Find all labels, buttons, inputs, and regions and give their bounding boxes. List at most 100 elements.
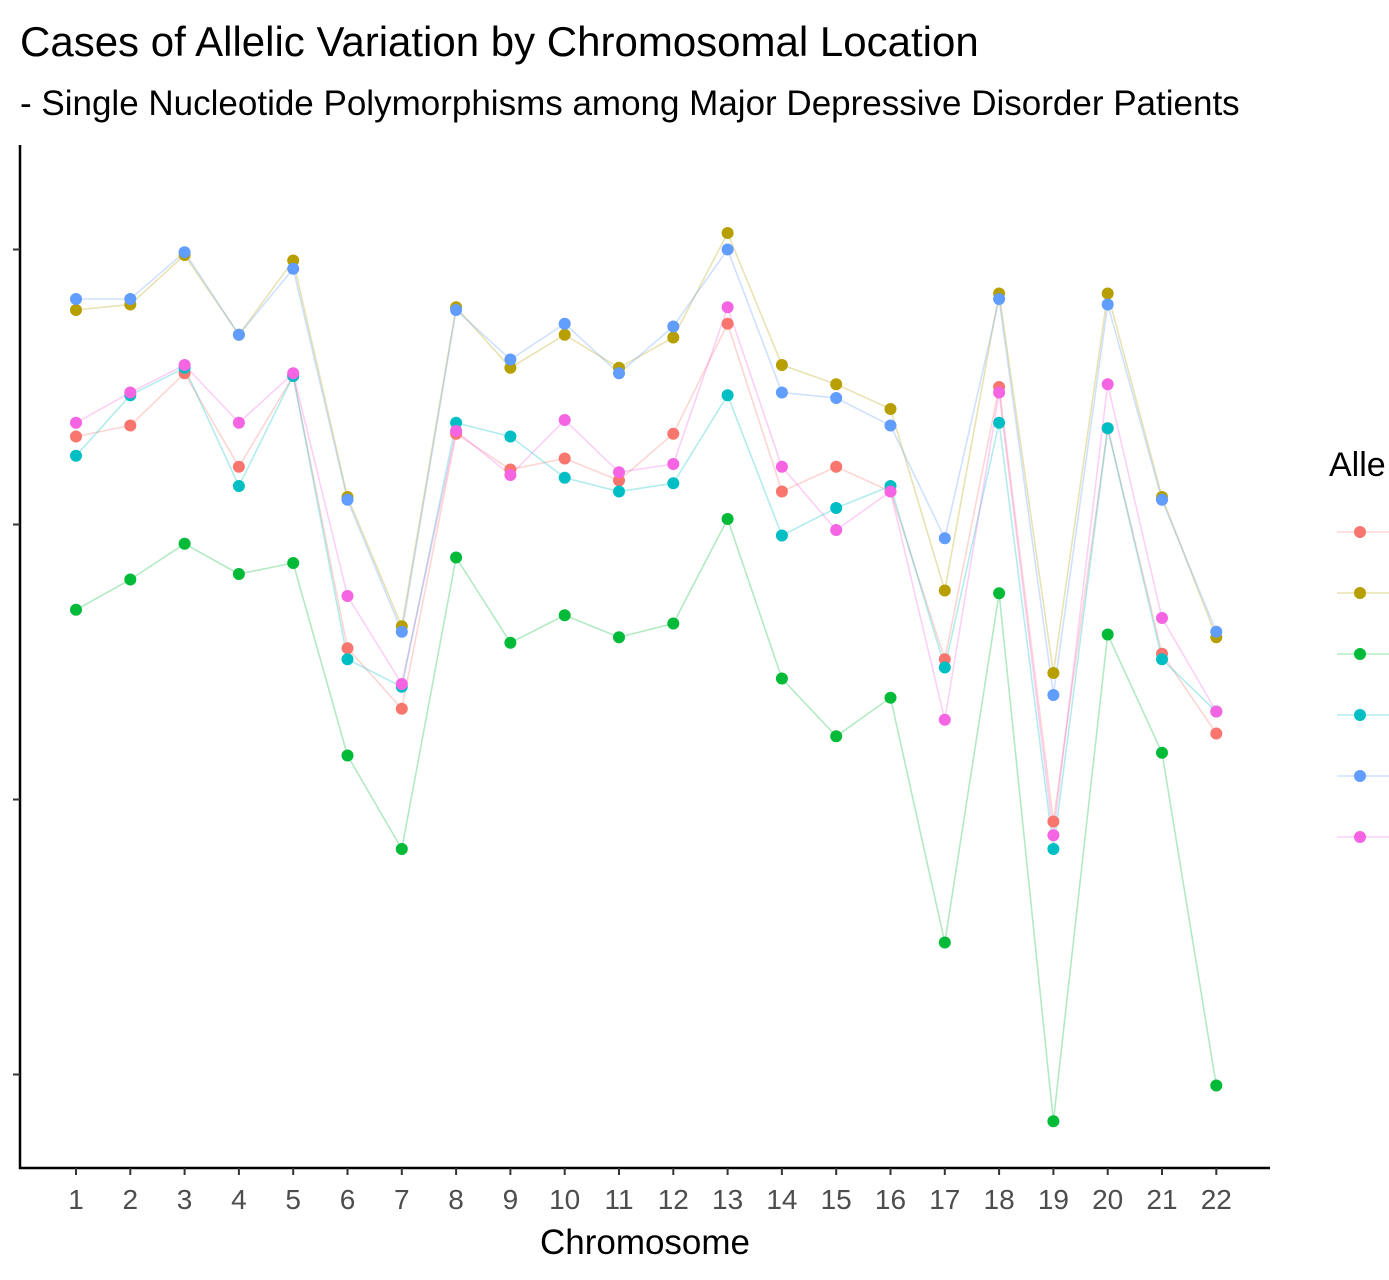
series-line-5 [76, 247, 1218, 696]
legend [1337, 526, 1389, 843]
data-point [667, 458, 680, 470]
axes: 1 2 3 4 5 6 7 8 9 10 11 12 13 14 15 16 17 18 19 20 21 22 [13, 145, 1270, 1215]
data-point [938, 532, 951, 545]
data-point [993, 293, 1006, 305]
data-point [1101, 628, 1114, 641]
data-point [830, 460, 843, 473]
x-tick-label: 10 [549, 1184, 580, 1215]
data-point [1047, 1115, 1060, 1128]
x-tick-label: 22 [1201, 1184, 1232, 1215]
data-point [667, 427, 680, 440]
data-point [558, 609, 571, 622]
data-point [450, 425, 463, 437]
data-point [341, 749, 354, 762]
data-point [830, 524, 843, 536]
x-tick-label: 5 [285, 1184, 301, 1215]
data-point [395, 843, 408, 855]
data-point [1047, 843, 1060, 855]
series-lines [75, 231, 1218, 1122]
legend-key-point [1354, 648, 1366, 660]
data-point [993, 386, 1006, 399]
data-point [775, 529, 788, 542]
x-tick-label: 16 [875, 1184, 906, 1215]
data-point [613, 474, 625, 487]
data-point [1210, 727, 1223, 740]
x-tick-label: 18 [984, 1184, 1015, 1215]
data-point [178, 359, 191, 371]
data-point [178, 537, 191, 550]
x-tick-label: 2 [123, 1184, 139, 1215]
data-point [613, 367, 625, 380]
data-point [450, 416, 463, 429]
legend-key-point [1354, 831, 1366, 843]
x-tick-label: 4 [231, 1184, 247, 1215]
data-point [70, 416, 82, 429]
series-line-6 [75, 304, 1217, 836]
x-tick-label: 12 [658, 1184, 689, 1215]
data-point [938, 584, 951, 597]
data-point [938, 661, 951, 674]
data-point [1156, 612, 1168, 624]
data-point [938, 936, 951, 949]
data-point [232, 328, 245, 341]
data-point [993, 416, 1006, 429]
series-line-3 [75, 516, 1218, 1122]
data-point [1101, 298, 1114, 311]
data-point [1101, 287, 1114, 300]
data-point [341, 590, 354, 602]
data-point [884, 403, 897, 415]
x-tick-label: 15 [821, 1184, 852, 1215]
chart-title: Cases of Allelic Variation by Chromosoma… [20, 18, 979, 65]
x-tick-label: 17 [929, 1184, 960, 1215]
x-tick-label: 6 [340, 1184, 356, 1215]
series-line-2 [75, 231, 1218, 674]
data-point [1047, 815, 1060, 828]
data-point [395, 702, 408, 715]
x-tick-label: 1 [68, 1184, 84, 1215]
series-points [70, 227, 1223, 1128]
data-point [667, 320, 680, 333]
data-point [667, 331, 680, 344]
data-point [938, 653, 951, 666]
x-tick-label: 19 [1038, 1184, 1069, 1215]
data-point [558, 317, 571, 330]
data-point [775, 386, 788, 399]
data-point [775, 460, 788, 473]
x-tick-label: 14 [766, 1184, 797, 1215]
data-point [613, 631, 625, 644]
data-point [341, 642, 354, 655]
data-point [884, 691, 897, 704]
data-point [667, 477, 680, 490]
data-point [504, 361, 517, 374]
legend-key-point [1354, 709, 1366, 721]
data-point [613, 485, 625, 498]
data-point [395, 678, 408, 690]
data-point [287, 262, 300, 275]
data-point [775, 672, 788, 685]
data-point [70, 449, 82, 462]
data-point [1047, 667, 1060, 679]
data-point [341, 493, 354, 506]
x-tick-label: 21 [1146, 1184, 1177, 1215]
x-tick-label: 11 [604, 1184, 633, 1215]
data-point [341, 653, 354, 666]
data-point [70, 304, 82, 316]
series-line-1 [75, 321, 1217, 822]
data-point [558, 328, 571, 341]
data-point [450, 551, 463, 564]
data-point [884, 419, 897, 432]
data-point [232, 568, 245, 580]
data-point [721, 513, 734, 525]
data-point [558, 471, 571, 484]
data-point [124, 293, 137, 305]
data-point [558, 452, 571, 465]
data-point [1047, 689, 1060, 701]
data-point [721, 227, 734, 239]
data-point [721, 389, 734, 402]
x-tick-label: 3 [177, 1184, 193, 1215]
data-point [1210, 1079, 1223, 1092]
data-point [450, 304, 463, 316]
data-point [884, 485, 897, 498]
chart-subtitle: - Single Nucleotide Polymorphisms among … [20, 84, 1240, 123]
